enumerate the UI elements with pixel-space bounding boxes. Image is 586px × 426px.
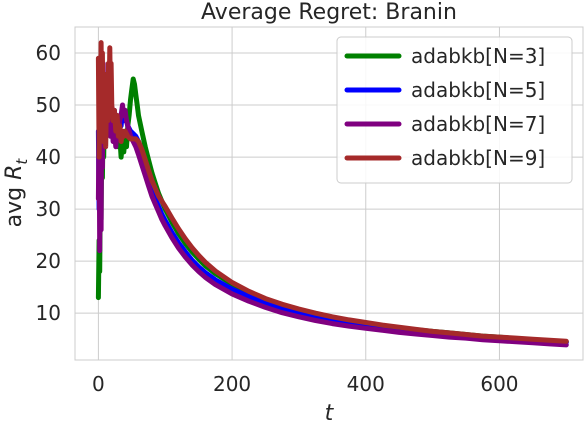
y-axis-label-symbol: R xyxy=(2,165,27,180)
legend-label-2: adabkb[N=5] xyxy=(411,78,545,102)
legend: adabkb[N=3] adabkb[N=5] adabkb[N=7] adabkb[… xyxy=(336,36,573,184)
y-tick-label: 40 xyxy=(36,145,61,169)
y-axis-label: avg Rt xyxy=(2,158,31,228)
series-line-4 xyxy=(95,40,569,344)
x-axis-label: t xyxy=(325,401,335,426)
legend-label-4: adabkb[N=9] xyxy=(411,146,545,170)
y-tick-label: 50 xyxy=(36,93,61,117)
tick-labels: 0 200 400 600 10 20 30 40 50 60 xyxy=(36,41,519,396)
y-axis-label-prefix: avg xyxy=(2,180,27,227)
y-axis-label-subscript: t xyxy=(13,158,31,165)
chart-title: Average Regret: Branin xyxy=(201,0,457,25)
legend-label-3: adabkb[N=7] xyxy=(411,112,545,136)
y-tick-label: 20 xyxy=(36,249,61,273)
x-tick-label: 600 xyxy=(480,372,518,396)
y-tick-label: 60 xyxy=(36,41,61,65)
legend-box xyxy=(336,36,573,184)
x-tick-label: 200 xyxy=(213,372,251,396)
x-tick-label: 400 xyxy=(347,372,385,396)
legend-label-1: adabkb[N=3] xyxy=(411,44,545,68)
x-tick-label: 0 xyxy=(92,372,105,396)
series-layer xyxy=(95,40,569,348)
plot-frame xyxy=(74,26,584,361)
y-tick-label: 30 xyxy=(36,197,61,221)
y-tick-label: 10 xyxy=(36,301,61,325)
